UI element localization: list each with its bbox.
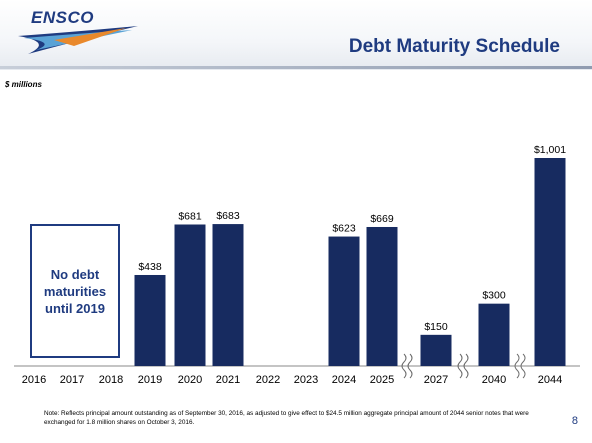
callout-line: maturities <box>43 283 107 299</box>
x-tick-label: 2022 <box>256 374 280 386</box>
x-tick-label: 2018 <box>99 374 123 386</box>
x-tick-label: 2027 <box>424 374 448 386</box>
bar <box>134 274 166 366</box>
x-tick-label: 2020 <box>178 374 202 386</box>
title-rule <box>0 66 592 69</box>
axis-break-icon <box>514 353 526 379</box>
x-tick-label: 2024 <box>332 374 356 386</box>
data-label: $623 <box>332 223 356 235</box>
bar-chart: 2016 2017 2018 $438 2019 $681 2020 $683 2021 2022… <box>14 144 580 386</box>
data-label: $683 <box>216 210 240 222</box>
bar <box>478 303 510 366</box>
data-label: $681 <box>178 210 202 222</box>
bar <box>174 224 206 366</box>
data-label: $150 <box>424 321 448 333</box>
data-label: $438 <box>138 261 162 273</box>
bar <box>534 158 566 366</box>
bar <box>212 224 244 366</box>
x-tick-label: 2019 <box>138 374 162 386</box>
page-title: Debt Maturity Schedule <box>348 36 560 57</box>
bar <box>420 334 452 366</box>
data-label: $300 <box>482 290 506 302</box>
units-label: $ millions <box>5 80 42 89</box>
x-tick-label: 2023 <box>294 374 318 386</box>
axis-break-icon <box>457 353 469 379</box>
bar <box>328 236 360 366</box>
data-label: $1,001 <box>534 144 566 156</box>
x-tick-label: 2021 <box>216 374 240 386</box>
footnote: Note: Reflects principal amount outstand… <box>44 410 529 426</box>
callout-line: until 2019 <box>45 300 105 316</box>
ensco-logo <box>18 26 138 54</box>
no-debt-callout: No debt maturities until 2019 <box>30 224 120 358</box>
axis-break-icon <box>401 353 413 379</box>
bar <box>366 226 398 366</box>
x-tick-label: 2044 <box>538 374 562 386</box>
x-tick-label: 2016 <box>22 374 46 386</box>
data-label: $669 <box>370 213 394 225</box>
callout-line: No debt <box>50 266 100 282</box>
x-tick-label: 2025 <box>370 374 394 386</box>
page-number: 8 <box>571 415 578 427</box>
logo-text: ENSCO <box>31 8 94 27</box>
callout-text: No debt maturities until 2019 <box>44 266 106 317</box>
x-tick-label: 2017 <box>60 374 84 386</box>
x-tick-label: 2040 <box>482 374 506 386</box>
